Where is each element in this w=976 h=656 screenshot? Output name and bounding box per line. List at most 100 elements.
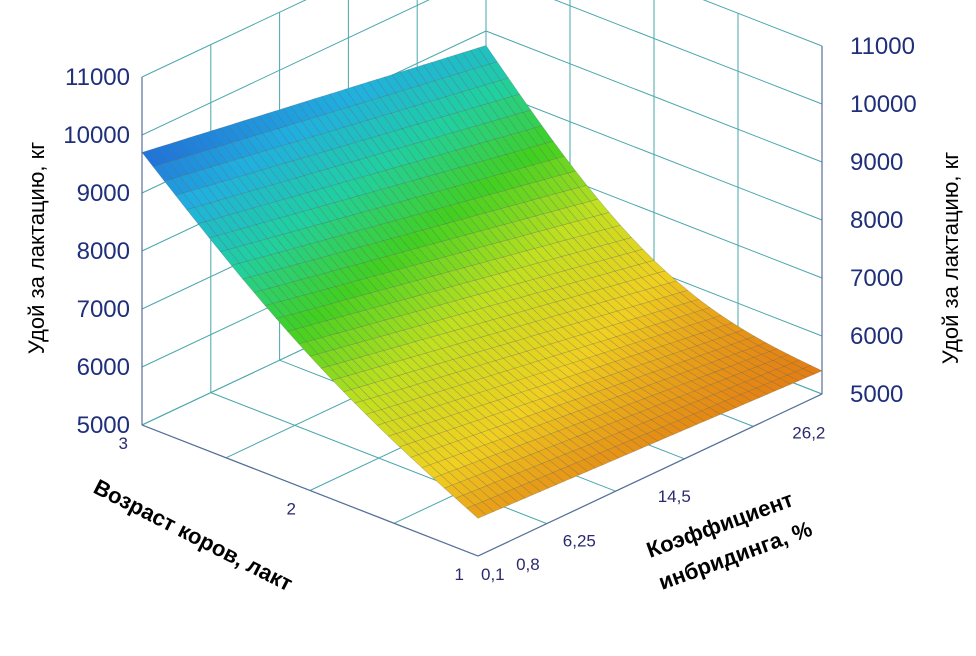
surface-cell	[196, 132, 217, 151]
surface-cell	[708, 327, 729, 339]
surface-cell	[233, 193, 254, 211]
surface-cell	[551, 286, 572, 301]
surface-cell	[239, 226, 261, 244]
surface-cell	[552, 468, 573, 482]
surface-cell	[298, 227, 319, 245]
surface-cell	[379, 222, 400, 239]
surface-cell	[621, 380, 642, 392]
surface-cell	[425, 119, 446, 138]
surface-cell	[495, 98, 516, 118]
surface-cell	[525, 127, 546, 146]
surface-cell	[540, 370, 562, 383]
age-tick-label: 1	[455, 565, 464, 584]
surface-cell	[344, 86, 365, 106]
surface-cell	[461, 422, 482, 436]
surface-cell	[216, 233, 237, 250]
surface-cell	[367, 117, 388, 136]
surface-cell	[539, 195, 560, 213]
surface-cell	[682, 380, 704, 392]
surface-cell	[521, 147, 542, 166]
surface-cell	[171, 176, 192, 194]
surface-cell	[198, 185, 219, 204]
surface-cell	[577, 407, 599, 420]
surface-cell	[183, 154, 205, 173]
surface-cell	[645, 430, 667, 442]
surface-cell	[656, 270, 678, 284]
surface-cell	[141, 149, 162, 168]
surface-cell	[499, 436, 520, 449]
surface-cell	[301, 118, 322, 137]
surface-cell	[600, 423, 621, 436]
surface-cell	[581, 200, 602, 218]
surface-cell	[608, 310, 630, 324]
surface-cell	[209, 200, 230, 218]
surface-cell	[261, 167, 282, 186]
surface-cell	[497, 301, 518, 316]
surface-cell	[627, 317, 649, 330]
surface-cell	[689, 322, 710, 334]
inbreeding-tick-label: 14,5	[658, 487, 691, 506]
surface-cell	[263, 219, 284, 237]
surface-cell	[506, 460, 527, 474]
surface-cell	[554, 326, 575, 340]
surface-cell	[180, 137, 201, 156]
surface-cell	[389, 375, 411, 390]
surface-cell	[484, 319, 505, 334]
axis-age	[141, 424, 479, 557]
surface-cell	[566, 309, 587, 323]
surface-cell	[571, 266, 593, 281]
surface-cell	[464, 107, 485, 127]
surface-cell	[430, 334, 451, 349]
surface-cell	[607, 420, 629, 433]
surface-cell	[415, 195, 436, 213]
surface-cell	[622, 355, 643, 368]
surface-cell	[320, 365, 341, 381]
surface-cell	[653, 426, 675, 439]
surface-cell	[602, 374, 623, 387]
surface-cell	[589, 303, 611, 317]
surface-cell	[517, 469, 538, 483]
surface-cell	[282, 231, 303, 249]
surface-cell	[426, 209, 447, 227]
surface-cell	[445, 94, 466, 113]
surface-cell	[430, 190, 452, 208]
surface-cell	[471, 263, 492, 279]
surface-cell	[515, 202, 537, 219]
surface-cell	[481, 305, 502, 320]
surface-cell	[445, 221, 466, 238]
surface-cell	[472, 230, 493, 247]
surface-cell	[191, 152, 212, 170]
surface-cell	[458, 410, 479, 424]
surface-cell	[772, 357, 793, 367]
yield-tick-label-right: 11000	[850, 33, 915, 60]
surface-cell	[745, 357, 766, 367]
surface-cell	[614, 268, 635, 283]
surface-cell	[600, 212, 621, 228]
surface-cell	[451, 167, 472, 185]
surface-cell	[377, 393, 398, 408]
surface-cell	[190, 188, 211, 206]
surface-cell	[558, 207, 579, 224]
surface-cell	[487, 360, 508, 374]
surface-cell	[498, 271, 519, 287]
surface-cell	[342, 161, 363, 180]
surface-cell	[404, 180, 425, 198]
surface-cell	[640, 384, 661, 397]
surface-cell	[537, 448, 558, 461]
surface-cell	[763, 381, 784, 392]
surface-cell	[379, 94, 400, 114]
surface-cell	[462, 296, 483, 311]
surface-cell	[597, 388, 619, 400]
surface-cell	[382, 112, 403, 132]
surface-cell	[304, 136, 325, 155]
surface-cell	[572, 447, 593, 460]
surface-cell	[452, 356, 473, 371]
surface-cell	[232, 228, 253, 246]
surface-cell	[398, 343, 419, 358]
surface-cell	[418, 451, 439, 466]
surface-cell	[473, 196, 494, 214]
surface-cell	[246, 258, 267, 276]
surface-cell	[507, 340, 528, 354]
surface-cell	[641, 274, 662, 289]
surface-cell	[426, 420, 448, 434]
